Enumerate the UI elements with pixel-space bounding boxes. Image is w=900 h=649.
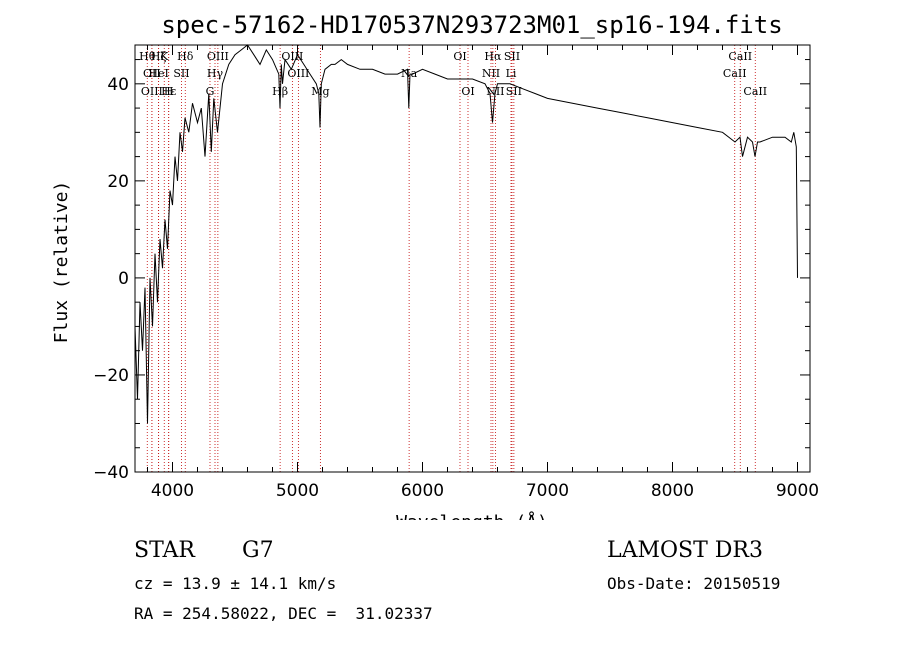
line-label-5: HeI (148, 67, 168, 80)
line-label-20: NII (482, 67, 500, 80)
spectrum-line (134, 44, 798, 424)
line-label-10: G (206, 85, 215, 98)
line-label-1: OII (143, 67, 161, 80)
line-label-4: K (160, 50, 169, 63)
x-tick-label-2: 6000 (401, 481, 444, 501)
line-label-28: CaII (743, 85, 767, 98)
object-subclass: G7 (242, 538, 274, 563)
x-tick-label-0: 4000 (151, 481, 194, 501)
line-label-25: SII (506, 85, 522, 98)
line-label-7: H (164, 85, 174, 98)
y-axis-ticks: −40 −20 0 20 40 (93, 59, 810, 483)
line-label-24: SII (504, 50, 520, 63)
obs-date: Obs-Date: 20150519 (607, 574, 781, 593)
y-tick-label-2: 0 (118, 269, 129, 289)
x-axis-ticks: 4000 5000 6000 7000 8000 9000 (147, 45, 819, 501)
x-tick-label-4: 8000 (651, 481, 694, 501)
y-tick-label-1: −20 (93, 366, 129, 386)
coordinates: RA = 254.58022, DEC = 31.02337 (134, 604, 433, 623)
line-label-16: Mg (311, 85, 329, 98)
spectral-line-labels: HθOIIOIIIHζKHeIHεHSIIHδGHγOIIIHβOIIIOIII… (139, 50, 767, 98)
survey-name: LAMOST DR3 (607, 538, 763, 563)
line-label-9: Hδ (177, 50, 194, 63)
plot-frame (134, 44, 811, 473)
line-label-17: Na (401, 67, 418, 80)
line-label-27: CaII (728, 50, 752, 63)
line-label-21: Hα (484, 50, 502, 63)
line-label-3: Hζ (151, 50, 167, 63)
y-tick-label-4: 40 (107, 75, 129, 95)
line-label-8: SII (173, 67, 189, 80)
y-tick-label-3: 20 (107, 172, 129, 192)
line-label-12: OIII (207, 50, 229, 63)
x-tick-label-3: 7000 (526, 481, 569, 501)
line-label-23: Li (506, 67, 517, 80)
y-tick-label-0: −40 (93, 463, 129, 483)
spectrum-chart: spec-57162-HD170537N293723M01_sp16-194.f… (51, 11, 819, 520)
line-label-2: OIII (141, 85, 163, 98)
line-label-11: Hγ (207, 67, 224, 80)
y-axis-label: Flux (relative) (51, 181, 72, 344)
x-tick-label-5: 9000 (776, 481, 819, 501)
chart-title: spec-57162-HD170537N293723M01_sp16-194.f… (161, 11, 782, 39)
line-label-26: CaII (723, 67, 747, 80)
line-label-15: OIII (287, 67, 309, 80)
line-label-6: Hε (161, 85, 177, 98)
x-tick-label-1: 5000 (276, 481, 319, 501)
x-axis-label: Wavelength (Å) (396, 511, 548, 520)
spectral-line-markers (146, 45, 756, 472)
line-label-0: Hθ (139, 50, 156, 63)
object-class: STAR (134, 538, 195, 563)
redshift-value: cz = 13.9 ± 14.1 km/s (134, 574, 337, 593)
line-label-18: OI (453, 50, 466, 63)
line-label-19: OI (461, 85, 474, 98)
